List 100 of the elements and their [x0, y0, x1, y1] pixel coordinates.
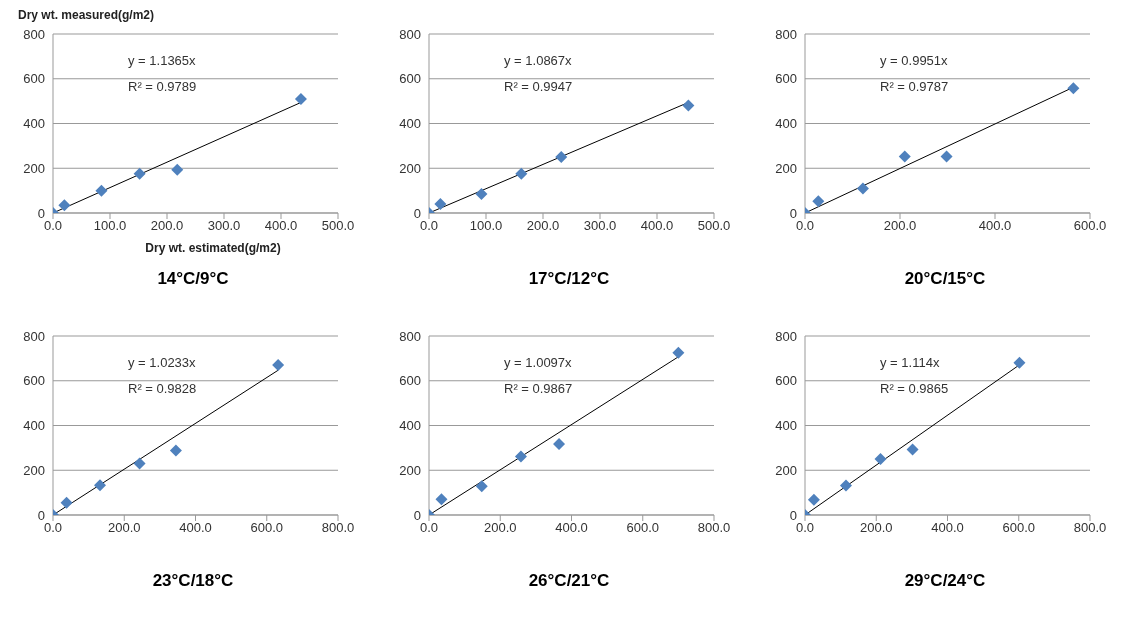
x-tick-label: 0.0 [43, 218, 63, 234]
x-tick-label: 0.0 [795, 218, 815, 234]
text: 14°C/9°C [156, 269, 230, 289]
annotation: y = 1.0233x [128, 354, 197, 372]
y-tick-label: 600 [775, 71, 797, 87]
y-tick-label: 800 [399, 26, 421, 42]
y-tick-label: 0 [37, 507, 45, 523]
x-tick-label: 400.0 [640, 218, 674, 234]
y-tick-label: 800 [23, 328, 45, 344]
point [60, 496, 73, 509]
x-tick-label: 100.0 [469, 218, 503, 234]
y-tick-label: 600 [775, 373, 797, 389]
x-tick-label: 800.0 [321, 520, 355, 536]
x-tick-label: 200.0 [859, 520, 893, 536]
point [682, 99, 695, 112]
y-tick-label: 0 [413, 205, 421, 221]
annotation: R² = 0.9947 [504, 78, 573, 96]
y-tick-label: 400 [399, 116, 421, 132]
point [58, 199, 71, 212]
point [898, 150, 911, 163]
point [874, 453, 887, 466]
annotation: R² = 0.9787 [880, 78, 949, 96]
y-tick-label: 200 [399, 160, 421, 176]
point [169, 444, 182, 457]
y-tick-label: 400 [23, 418, 45, 434]
text: 17°C/12°C [527, 269, 611, 289]
x-tick-label: 400.0 [978, 218, 1012, 234]
x-tick-label: 0.0 [419, 218, 439, 234]
point [133, 457, 146, 470]
x-tick-label: 600.0 [250, 520, 284, 536]
y-tick-label: 800 [775, 26, 797, 42]
point [839, 479, 852, 492]
x-tick-label: 400.0 [931, 520, 964, 536]
point [475, 480, 488, 493]
y-tick-label: 600 [399, 373, 421, 389]
annotation: y = 1.0867x [504, 52, 573, 70]
point [553, 438, 566, 451]
y-tick-label: 0 [413, 507, 421, 523]
point [515, 167, 528, 180]
point [95, 184, 108, 197]
point [294, 92, 307, 105]
y-tick-label: 600 [23, 71, 45, 87]
point [514, 450, 527, 463]
x-tick-label: 600.0 [1002, 520, 1036, 536]
y-tick-label: 600 [399, 71, 421, 87]
x-axis-title: Dry wt. estimated(g/m2) [144, 241, 282, 257]
x-tick-label: 400.0 [555, 520, 588, 536]
point [906, 443, 919, 456]
point [807, 493, 820, 506]
point [272, 359, 285, 372]
annotation: y = 1.1365x [128, 52, 197, 70]
text: 23°C/18°C [151, 571, 235, 591]
y-tick-label: 200 [23, 160, 45, 176]
y-tick-label: 0 [789, 507, 797, 523]
x-tick-label: 100.0 [93, 218, 127, 234]
point [1067, 82, 1080, 95]
y-tick-label: 200 [775, 160, 797, 176]
point [435, 493, 448, 506]
y-tick-label: 400 [23, 116, 45, 132]
x-tick-label: 800.0 [1073, 520, 1107, 536]
x-tick-label: 500.0 [321, 218, 355, 234]
point [94, 479, 107, 492]
point [555, 151, 568, 164]
y-tick-label: 200 [775, 462, 797, 478]
y-tick-label: 800 [399, 328, 421, 344]
x-tick-label: 800.0 [697, 520, 731, 536]
x-tick-label: 0.0 [795, 520, 815, 536]
annotation: y = 1.114x [880, 354, 941, 372]
x-tick-label: 600.0 [1073, 218, 1107, 234]
y-tick-label: 800 [775, 328, 797, 344]
x-tick-label: 300.0 [583, 218, 617, 234]
x-tick-label: 0.0 [419, 520, 439, 536]
point [1013, 356, 1026, 369]
point [672, 346, 685, 359]
annotation: R² = 0.9865 [880, 380, 949, 398]
x-tick-label: 200.0 [150, 218, 184, 234]
x-tick-label: 200.0 [483, 520, 517, 536]
y-tick-label: 0 [789, 205, 797, 221]
point [434, 198, 447, 211]
point [133, 167, 146, 180]
text: 29°C/24°C [903, 571, 987, 591]
y-tick-label: 800 [23, 26, 45, 42]
text: 20°C/15°C [903, 269, 987, 289]
y-tick-label: 400 [775, 418, 797, 434]
y-tick-label: 200 [399, 462, 421, 478]
y-axis-title: Dry wt. measured(g/m2) [17, 8, 156, 24]
point [856, 182, 869, 195]
x-tick-label: 400.0 [264, 218, 298, 234]
x-tick-label: 600.0 [626, 520, 660, 536]
x-tick-label: 400.0 [179, 520, 212, 536]
annotation: y = 0.9951x [880, 52, 949, 70]
point [940, 150, 953, 163]
x-tick-label: 200.0 [526, 218, 560, 234]
y-tick-label: 400 [775, 116, 797, 132]
y-tick-label: 0 [37, 205, 45, 221]
point [812, 195, 825, 208]
annotation: R² = 0.9867 [504, 380, 573, 398]
y-tick-label: 400 [399, 418, 421, 434]
annotation: R² = 0.9828 [128, 380, 197, 398]
y-tick-label: 600 [23, 373, 45, 389]
